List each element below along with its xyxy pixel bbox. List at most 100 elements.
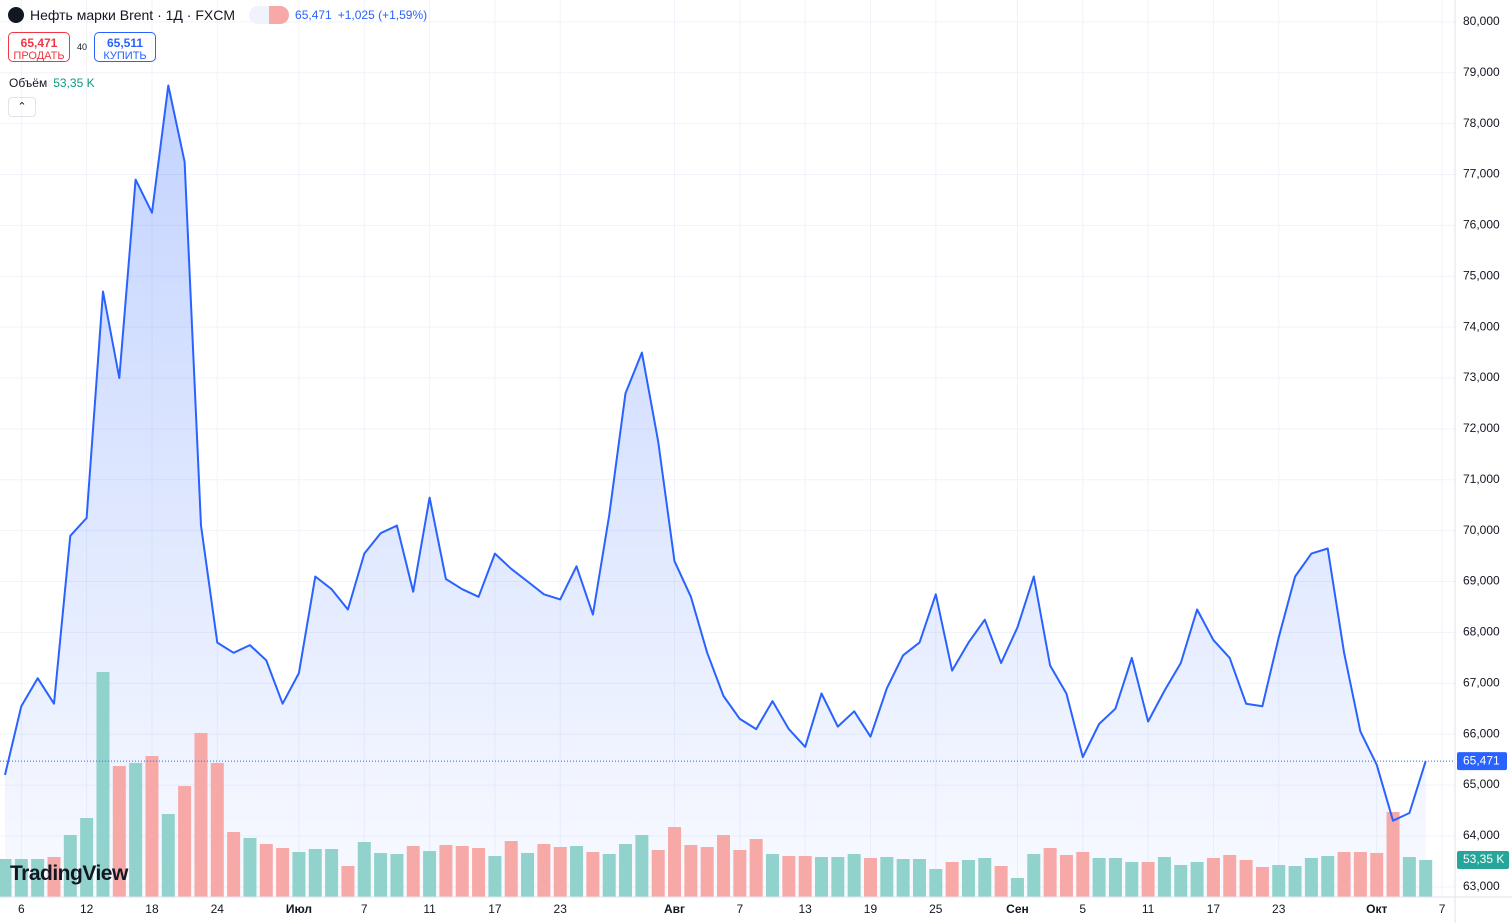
x-tick-label: 24 <box>211 902 225 916</box>
volume-bar <box>504 841 518 897</box>
volume-bar <box>210 762 224 897</box>
x-tick-label: 11 <box>1142 902 1155 916</box>
volume-bar <box>406 846 420 897</box>
volume-tag <box>1457 850 1509 869</box>
y-tick-label: 69,000 <box>1463 574 1500 588</box>
volume-bar <box>472 847 486 897</box>
sell-price: 65,471 <box>20 36 58 50</box>
volume-bar <box>308 849 322 897</box>
volume-bar <box>357 842 371 897</box>
y-tick-label: 75,000 <box>1463 268 1500 282</box>
y-tick-label: 63,000 <box>1463 879 1500 893</box>
volume-bar <box>1353 852 1367 897</box>
volume-bar <box>96 672 110 897</box>
volume-tag-label: 53,35 K <box>1463 852 1504 866</box>
volume-bar <box>1272 864 1286 897</box>
volume-bar <box>651 849 665 897</box>
volume-bar <box>1190 862 1204 897</box>
x-tick-label: 11 <box>423 902 436 916</box>
x-tick-label: Окт <box>1366 902 1387 916</box>
x-tick-label: 17 <box>488 902 502 916</box>
y-tick-label: 67,000 <box>1463 675 1500 689</box>
volume-bar <box>161 814 175 897</box>
y-tick-label: 80,000 <box>1463 14 1500 28</box>
volume-bar <box>1108 857 1122 897</box>
volume-bar <box>1141 862 1155 897</box>
buy-label: КУПИТЬ <box>103 50 147 62</box>
y-tick-label: 77,000 <box>1463 167 1500 181</box>
volume-bar <box>782 856 796 897</box>
volume-bar <box>978 857 992 897</box>
x-tick-label: 23 <box>554 902 568 916</box>
volume-bar <box>31 859 45 897</box>
x-tick-label: 7 <box>737 902 744 916</box>
y-tick-label: 74,000 <box>1463 319 1500 333</box>
y-tick-label: 68,000 <box>1463 625 1500 639</box>
volume-bar <box>1419 859 1433 897</box>
volume-bar <box>537 844 551 897</box>
volume-bar <box>994 866 1008 897</box>
volume-bar <box>586 852 600 897</box>
volume-bar <box>439 844 453 897</box>
price-tag-label: 65,471 <box>1463 753 1500 767</box>
volume-bar <box>455 846 469 897</box>
spread: 40 <box>76 42 87 52</box>
sell-button[interactable]: 65,471 ПРОДАТЬ <box>8 32 70 62</box>
volume-bar <box>243 837 257 897</box>
volume-bar <box>1125 862 1139 897</box>
volume-bar <box>847 854 861 897</box>
volume-bar <box>1304 857 1318 897</box>
volume-bar <box>227 832 241 897</box>
x-tick-label: 5 <box>1079 902 1086 916</box>
volume-bar <box>325 849 339 897</box>
volume-bar <box>1370 852 1384 897</box>
x-tick-label: Сен <box>1006 902 1029 916</box>
y-tick-label: 73,000 <box>1463 370 1500 384</box>
volume-bar <box>700 847 714 897</box>
y-tick-label: 70,000 <box>1463 523 1500 537</box>
volume-bar <box>1402 857 1416 897</box>
volume-bar <box>945 862 959 897</box>
volume-title: Объём <box>9 76 48 90</box>
x-tick-label: 25 <box>929 902 943 916</box>
volume-legend: Объём 53,35 K <box>9 76 95 90</box>
volume-bar <box>1321 856 1335 897</box>
volume-bar <box>341 866 355 897</box>
volume-bar <box>929 869 943 897</box>
volume-bar <box>1386 812 1400 897</box>
y-tick-label: 78,000 <box>1463 116 1500 130</box>
volume-bar <box>390 854 404 897</box>
header: Нефть марки Brent · 1Д · FXCM 65,471 +1,… <box>8 6 427 24</box>
x-tick-label: Июл <box>286 902 312 916</box>
volume-bar <box>880 857 894 897</box>
buy-button[interactable]: 65,511 КУПИТЬ <box>94 32 156 62</box>
volume-bar <box>896 859 910 897</box>
volume-bar <box>1027 854 1041 897</box>
area-fill <box>5 85 1426 897</box>
volume-bar <box>863 857 877 897</box>
price-line <box>4 84 1427 822</box>
volume-bar <box>1174 864 1188 897</box>
volume-bar <box>14 859 28 897</box>
volume-bar <box>1076 852 1090 897</box>
collapse-button[interactable]: ⌃ <box>8 97 36 117</box>
volume-bar <box>733 849 747 897</box>
volume-bar <box>194 732 208 897</box>
volume-bar <box>112 766 126 897</box>
volume-bar <box>423 851 437 897</box>
volume-bar <box>1059 854 1073 897</box>
volume-bar <box>0 859 12 897</box>
y-tick-label: 76,000 <box>1463 218 1500 232</box>
volume-bar <box>684 844 698 897</box>
buy-price: 65,511 <box>106 36 144 50</box>
volume-bar <box>717 834 731 897</box>
status-pill[interactable] <box>249 6 290 24</box>
volume-bar <box>178 786 192 897</box>
x-tick-label: 23 <box>1272 902 1286 916</box>
logo: TradingView <box>10 862 128 885</box>
price: 65,471 <box>295 8 332 22</box>
volume-bar <box>1223 854 1237 897</box>
x-tick-label: 6 <box>18 902 25 916</box>
volume-bar <box>831 857 845 897</box>
volume-bar <box>1157 857 1171 897</box>
